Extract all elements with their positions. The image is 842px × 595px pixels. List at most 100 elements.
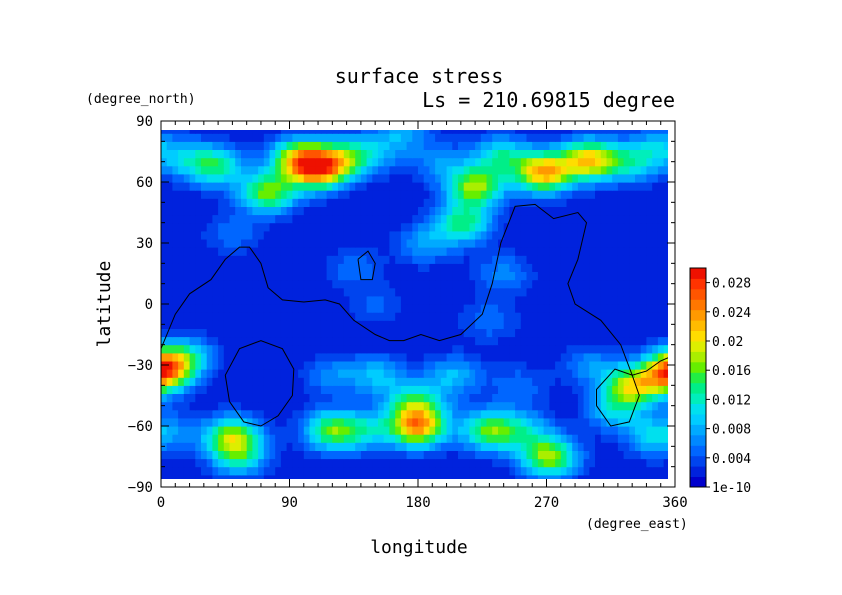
field-cell <box>600 130 608 134</box>
field-cell <box>309 304 316 313</box>
field-cell <box>657 206 665 216</box>
field-cell <box>640 304 647 313</box>
field-cell <box>235 222 242 232</box>
field-cell <box>189 426 196 435</box>
field-cell <box>172 133 179 142</box>
field-cell <box>172 336 179 346</box>
field-cell <box>492 214 499 224</box>
field-cell <box>206 190 213 199</box>
field-cell <box>475 401 482 411</box>
field-cell <box>595 130 602 134</box>
field-cell <box>161 369 168 378</box>
field-cell <box>366 336 373 346</box>
field-cell <box>606 442 613 451</box>
field-cell <box>218 320 225 329</box>
field-cell <box>183 385 191 394</box>
field-cell <box>183 312 191 321</box>
field-cell <box>595 328 602 338</box>
field-cell <box>492 222 499 232</box>
field-cell <box>515 238 522 248</box>
field-cell <box>498 312 505 321</box>
field-cell <box>178 450 185 460</box>
field-cell <box>458 165 465 175</box>
field-cell <box>583 426 590 435</box>
field-cell <box>338 263 345 272</box>
field-cell <box>577 336 585 346</box>
field-cell <box>498 442 505 451</box>
field-cell <box>389 458 396 468</box>
field-cell <box>475 157 482 167</box>
field-cell <box>423 328 430 338</box>
field-cell <box>617 312 625 321</box>
field-cell <box>589 377 596 386</box>
field-cell <box>560 426 568 435</box>
field-cell <box>332 230 339 240</box>
field-cell <box>326 247 333 256</box>
field-cell <box>589 434 596 443</box>
field-cell <box>178 295 185 305</box>
field-cell <box>509 377 516 386</box>
field-cell <box>366 206 373 216</box>
field-cell <box>206 442 213 451</box>
field-cell <box>189 255 196 264</box>
field-cell <box>663 238 668 248</box>
field-cell <box>509 320 516 329</box>
field-cell <box>320 417 328 427</box>
field-cell <box>161 263 168 272</box>
field-cell <box>389 442 396 451</box>
field-cell <box>566 344 573 354</box>
field-cell <box>309 279 316 289</box>
field-cell <box>423 304 430 313</box>
field-cell <box>543 474 550 479</box>
field-cell <box>549 369 556 378</box>
field-cell <box>532 279 539 289</box>
field-cell <box>657 230 665 240</box>
field-cell <box>646 360 653 370</box>
field-cell <box>241 198 248 207</box>
field-cell <box>360 165 368 175</box>
field-cell <box>241 401 248 411</box>
field-cell <box>178 474 185 479</box>
field-cell <box>263 238 271 248</box>
field-cell <box>589 287 596 297</box>
field-cell <box>235 238 242 248</box>
field-cell <box>178 279 185 289</box>
field-cell <box>475 190 482 199</box>
field-cell <box>275 377 282 386</box>
field-cell <box>589 130 596 134</box>
colorbar-swatch <box>690 455 706 467</box>
field-cell <box>446 198 453 207</box>
field-cell <box>372 198 379 207</box>
field-cell <box>509 466 516 476</box>
field-cell <box>172 393 179 403</box>
field-cell <box>617 157 625 167</box>
field-cell <box>629 417 636 427</box>
y-tick-label: −90 <box>128 480 153 496</box>
field-cell <box>423 149 430 159</box>
field-cell <box>526 417 533 427</box>
field-cell <box>315 190 322 199</box>
field-cell <box>606 417 613 427</box>
field-cell <box>606 271 613 281</box>
field-cell <box>201 385 208 394</box>
field-cell <box>566 369 573 378</box>
field-cell <box>475 247 482 256</box>
field-cell <box>520 426 528 435</box>
field-cell <box>343 377 351 386</box>
field-cell <box>303 173 311 183</box>
field-cell <box>241 230 248 240</box>
field-cell <box>537 206 545 216</box>
field-cell <box>612 466 619 476</box>
field-cell <box>252 434 259 443</box>
field-cell <box>646 352 653 362</box>
field-cell <box>492 466 499 476</box>
field-cell <box>463 417 470 427</box>
field-cell <box>383 255 390 264</box>
field-cell <box>378 328 385 338</box>
field-cell <box>343 182 351 191</box>
field-cell <box>303 255 311 264</box>
field-cell <box>657 360 665 370</box>
field-cell <box>606 320 613 329</box>
field-cell <box>303 141 311 150</box>
field-cell <box>246 295 253 305</box>
